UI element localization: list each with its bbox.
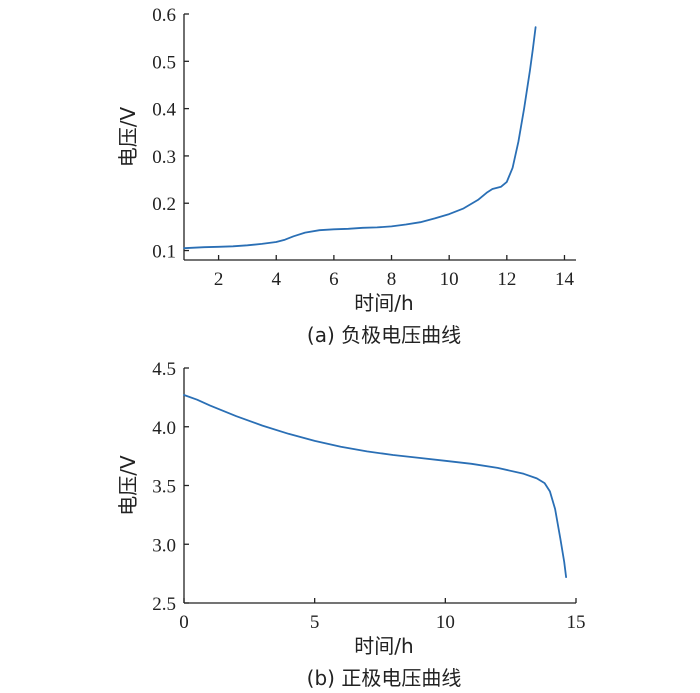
x-tick-label: 0 <box>179 612 189 633</box>
y-axis-label: 电压/V <box>116 106 140 167</box>
y-tick-label: 0.6 <box>152 5 176 26</box>
chart-panel-a: 2 4 6 8 10 12 14 0.1 0.2 0.3 0.4 0.5 0.6 时间/h 电压/V (a) … <box>116 5 576 347</box>
y-tick-label: 4.0 <box>152 418 176 439</box>
x-tick-label: 14 <box>555 269 575 290</box>
panel-caption: (a) 负极电压曲线 <box>307 323 461 347</box>
y-tick-label: 0.2 <box>152 194 176 215</box>
x-tick-label: 5 <box>310 612 320 633</box>
y-tick-label: 3.5 <box>152 477 176 498</box>
y-tick-label: 0.4 <box>152 100 176 121</box>
y-tick-label: 0.3 <box>152 147 176 168</box>
x-tick-label: 10 <box>440 269 459 290</box>
x-tick-label: 10 <box>436 612 455 633</box>
x-tick-label: 12 <box>497 269 516 290</box>
y-tick-label: 0.5 <box>152 52 176 73</box>
y-tick-label: 0.1 <box>152 242 176 263</box>
y-tick-label: 4.5 <box>152 359 176 380</box>
chart-panel-b: 0 5 10 15 2.5 3.0 3.5 4.0 4.5 时间/h 电压/V (b) 正极电压曲线 <box>116 359 586 690</box>
x-tick-label: 15 <box>567 612 586 633</box>
x-axis-label: 时间/h <box>354 291 413 315</box>
voltage-series-line <box>183 26 537 250</box>
voltage-series-line <box>183 394 567 578</box>
x-tick-label: 2 <box>214 269 224 290</box>
y-tick-label: 2.5 <box>152 594 176 615</box>
y-axis-label: 电压/V <box>116 455 140 516</box>
x-axis-label: 时间/h <box>354 634 413 658</box>
x-tick-label: 4 <box>271 269 281 290</box>
x-tick-label: 6 <box>329 269 339 290</box>
y-tick-label: 3.0 <box>152 535 176 556</box>
panel-caption: (b) 正极电压曲线 <box>307 666 462 690</box>
x-tick-label: 8 <box>387 269 397 290</box>
